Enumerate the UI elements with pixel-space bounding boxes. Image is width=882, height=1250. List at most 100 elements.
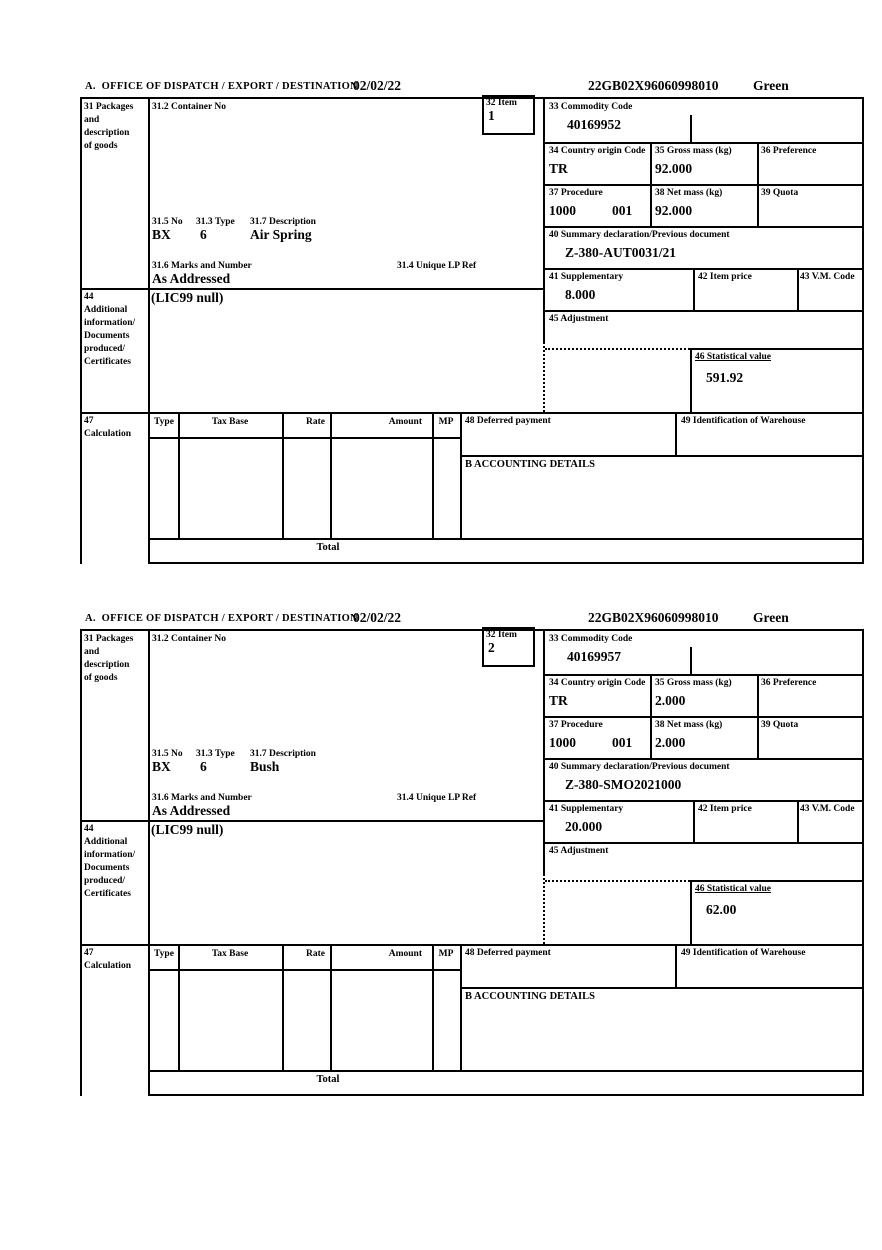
commodity-code-label: 33 Commodity Code (549, 102, 633, 112)
country-origin-label: 34 Country origin Code (549, 678, 646, 688)
description-label: 31.7 Description (250, 749, 316, 759)
routing-status: Green (753, 610, 789, 625)
summary-declaration-label: 40 Summary declaration/Previous document (549, 230, 730, 240)
grid-line (543, 758, 864, 760)
grid-line (797, 800, 799, 842)
box44-label-line: Certificates (84, 357, 131, 367)
box31-label-line: of goods (84, 673, 118, 683)
box31-label-line: and (84, 647, 100, 657)
box44-label-line: produced/ (84, 344, 126, 354)
country-origin-value: TR (549, 693, 568, 708)
summary-declaration-value: Z-380-AUT0031/21 (565, 245, 676, 260)
box31-label-line: 31 Packages (84, 102, 134, 112)
grid-line (80, 97, 82, 564)
grid-line (460, 455, 864, 457)
grid-line (460, 944, 462, 1070)
calc-col-amount: Amount (388, 949, 422, 959)
procedure-suffix-value: 001 (612, 203, 633, 218)
item-number-value: 1 (488, 108, 495, 123)
procedure-label: 37 Procedure (549, 720, 603, 730)
declaration-item-section: A. OFFICE OF DISPATCH / EXPORT / DESTINA… (0, 610, 882, 1096)
package-no-label: 31.5 No (152, 217, 183, 227)
supplementary-label: 41 Supplementary (549, 272, 624, 282)
total-label: Total (316, 542, 340, 553)
commodity-code-value: 40169957 (567, 649, 621, 664)
box44-label-line: Additional (84, 837, 128, 847)
container-no-label: 31.2 Container No (152, 634, 226, 644)
grid-line (282, 412, 284, 538)
grid-line (432, 412, 434, 538)
net-mass-value: 92.000 (655, 203, 693, 218)
procedure-value: 1000 (549, 203, 576, 218)
country-origin-label: 34 Country origin Code (549, 146, 646, 156)
accounting-details-label: B ACCOUNTING DETAILS (465, 459, 595, 470)
grid-line (80, 629, 864, 631)
dispatch-date: 02/02/22 (353, 78, 402, 93)
box31-label-line: description (84, 660, 130, 670)
net-mass-label: 38 Net mass (kg) (655, 720, 723, 730)
box44-label-line: Additional (84, 305, 128, 315)
grid-line (675, 944, 677, 987)
adjustment-label: 45 Adjustment (549, 846, 609, 856)
package-type-label: 31.3 Type (196, 749, 235, 759)
gross-mass-label: 35 Gross mass (kg) (655, 678, 732, 688)
dotted-grid-line (545, 348, 690, 350)
grid-line (650, 674, 652, 758)
grid-line (543, 184, 864, 186)
grid-line (543, 674, 864, 676)
marks-number-label: 31.6 Marks and Number (152, 793, 252, 803)
package-type-label: 31.3 Type (196, 217, 235, 227)
office-header-label: A. OFFICE OF DISPATCH / EXPORT / DESTINA… (85, 613, 359, 624)
grid-line (148, 538, 864, 540)
commodity-code-value: 40169952 (567, 117, 621, 132)
grid-line (693, 800, 695, 842)
unique-lp-ref-label: 31.4 Unique LP Ref (397, 793, 477, 803)
supplementary-label: 41 Supplementary (549, 804, 624, 814)
grid-line (460, 987, 864, 989)
box44-label-line: information/ (84, 850, 136, 860)
grid-line (148, 1070, 864, 1072)
total-label: Total (316, 1074, 340, 1085)
supplementary-value: 8.000 (565, 287, 596, 302)
box47-label-line: Calculation (84, 961, 131, 971)
box31-label-line: 31 Packages (84, 634, 134, 644)
item-number-box (482, 627, 535, 667)
additional-information-value: (LIC99 null) (151, 290, 224, 305)
grid-line (330, 412, 332, 538)
grid-line (543, 226, 864, 228)
grid-line (543, 142, 864, 144)
deferred-payment-label: 48 Deferred payment (465, 948, 551, 958)
box44-label-line: 44 (84, 292, 94, 302)
grid-line (148, 97, 150, 564)
statistical-value-label: 46 Statistical value (695, 884, 771, 894)
unique-lp-ref-label: 31.4 Unique LP Ref (397, 261, 477, 271)
grid-line (80, 820, 545, 822)
item-price-label: 42 Item price (698, 272, 752, 282)
grid-line (757, 674, 759, 758)
gross-mass-value: 92.000 (655, 161, 693, 176)
additional-information-value: (LIC99 null) (151, 822, 224, 837)
grid-line (432, 944, 434, 1070)
item-number-label: 32 Item (486, 98, 517, 108)
box44-label-line: Documents (84, 331, 130, 341)
package-no-label: 31.5 No (152, 749, 183, 759)
vm-code-label: 43 V.M. Code (800, 272, 855, 282)
package-no-value: BX (152, 227, 171, 242)
grid-line (690, 880, 864, 882)
grid-line (148, 969, 462, 971)
box31-label-line: description (84, 128, 130, 138)
box47-label-line: Calculation (84, 429, 131, 439)
box31-label-line: and (84, 115, 100, 125)
box44-label-line: Certificates (84, 889, 131, 899)
grid-line (690, 115, 692, 142)
statistical-value-value: 62.00 (706, 902, 737, 917)
grid-line (178, 412, 180, 538)
grid-line (148, 629, 150, 1096)
grid-line (543, 629, 545, 874)
grid-line (543, 310, 864, 312)
quota-label: 39 Quota (761, 720, 799, 730)
deferred-payment-label: 48 Deferred payment (465, 416, 551, 426)
preference-label: 36 Preference (761, 146, 817, 156)
commodity-code-label: 33 Commodity Code (549, 634, 633, 644)
